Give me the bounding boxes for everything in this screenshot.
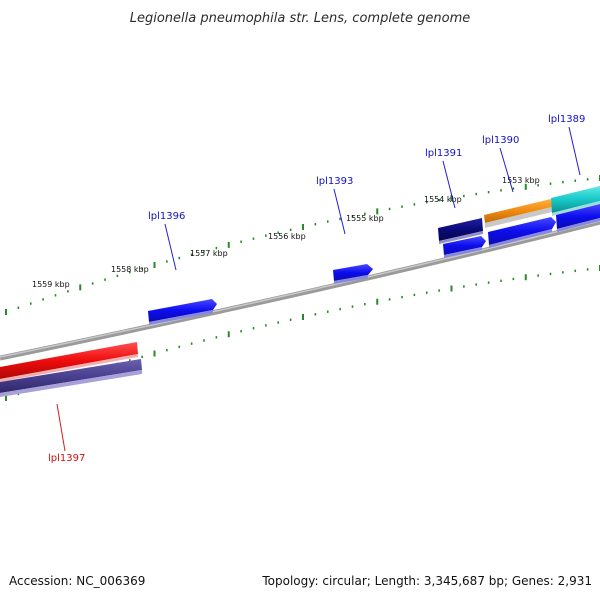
feature-lpl1391-cds-arrow[interactable] — [443, 236, 486, 258]
gene-label-lpl1397[interactable]: lpl1397 — [48, 403, 85, 464]
feature-slate-bar[interactable] — [0, 359, 142, 397]
leader-line — [164, 223, 177, 271]
tick-label: 1553 kbp — [502, 176, 540, 185]
gene-label-text: lpl1390 — [482, 135, 519, 146]
gene-label-text: lpl1391 — [425, 148, 462, 159]
genome-backbone-highlight — [0, 220, 600, 358]
accession-text: Accession: NC_006369 — [9, 574, 146, 588]
tick-label: 1554 kbp — [424, 195, 462, 204]
feature-lpl1391-block[interactable] — [438, 218, 483, 244]
gene-label-text: lpl1397 — [48, 453, 85, 464]
gene-label-lpl1393[interactable]: lpl1393 — [316, 176, 353, 235]
tick-label: 1555 kbp — [346, 214, 384, 223]
leader-line — [56, 403, 66, 452]
gene-label-lpl1389[interactable]: lpl1389 — [548, 114, 585, 176]
map-title: Legionella pneumophila str. Lens, comple… — [130, 11, 471, 26]
outer-tick-track — [5, 175, 600, 315]
feature-lpl1393-arrow[interactable] — [333, 264, 373, 284]
gene-label-lpl1396[interactable]: lpl1396 — [148, 211, 185, 271]
leader-line — [442, 160, 456, 209]
feature-lpl1390-block[interactable] — [484, 199, 552, 228]
feature-lpl1389-cds-arrow[interactable] — [556, 204, 600, 232]
feature-lpl1389-block[interactable] — [551, 186, 600, 216]
tick-labels: 1559 kbp 1558 kbp 1557 kbp 1556 kbp 1555… — [32, 176, 540, 289]
gene-label-text: lpl1393 — [316, 176, 353, 187]
gene-label-lpl1391[interactable]: lpl1391 — [425, 148, 462, 209]
tick-label: 1557 kbp — [190, 249, 228, 258]
tick-label: 1558 kbp — [111, 265, 149, 274]
leader-line — [333, 188, 346, 235]
feature-lpl1390-cds-arrow[interactable] — [488, 217, 556, 248]
tick-label: 1556 kbp — [268, 232, 306, 241]
genome-backbone — [0, 219, 600, 361]
tick-label: 1559 kbp — [32, 280, 70, 289]
gene-label-text: lpl1389 — [548, 114, 585, 125]
gene-label-lpl1390[interactable]: lpl1390 — [482, 135, 519, 193]
leader-line — [568, 126, 581, 176]
gene-label-text: lpl1396 — [148, 211, 185, 222]
feature-lpl1396-arrow[interactable] — [148, 299, 217, 325]
feature-lpl1397-bar[interactable] — [0, 342, 138, 382]
genome-summary-text: Topology: circular; Length: 3,345,687 bp… — [262, 574, 592, 588]
leader-line — [499, 147, 514, 193]
